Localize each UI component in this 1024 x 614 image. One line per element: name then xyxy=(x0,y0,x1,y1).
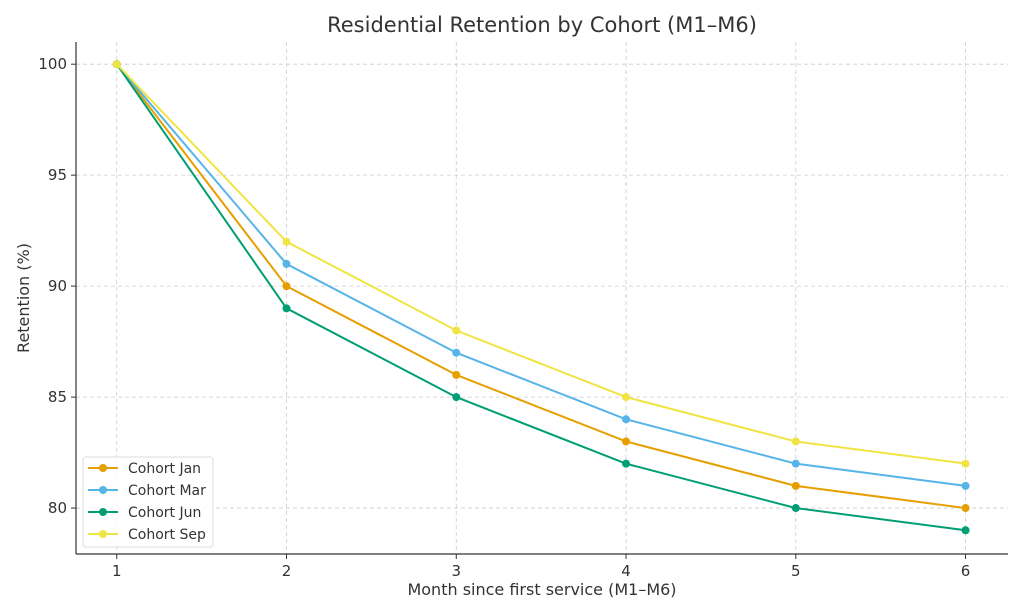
series-line xyxy=(115,63,966,487)
series-line xyxy=(115,63,966,532)
data-point xyxy=(452,326,461,335)
y-tick-label: 100 xyxy=(38,55,67,73)
series-line xyxy=(115,63,966,510)
axes: 1 2 3 4 5 6 80 85 90 95 100 xyxy=(38,42,1008,580)
data-point xyxy=(452,370,461,379)
data-point xyxy=(791,437,800,446)
data-point xyxy=(622,459,631,468)
data-point xyxy=(622,415,631,424)
legend-label: Cohort Mar xyxy=(128,483,206,499)
legend-label: Cohort Sep xyxy=(128,527,206,543)
series-cohort-jun xyxy=(112,60,970,535)
x-axis-label: Month since first service (M1–M6) xyxy=(407,580,676,599)
data-point xyxy=(791,481,800,490)
data-point xyxy=(622,437,631,446)
data-point xyxy=(791,504,800,513)
legend-box xyxy=(82,456,214,548)
series-line xyxy=(116,63,966,465)
data-point xyxy=(791,459,800,468)
x-tick-label: 5 xyxy=(791,562,801,580)
y-tick-label: 90 xyxy=(48,277,67,295)
y-tick-label: 80 xyxy=(48,499,67,517)
data-point xyxy=(282,304,291,313)
legend-marker xyxy=(99,486,107,494)
data-point xyxy=(961,526,970,535)
legend-marker xyxy=(99,464,107,472)
data-point xyxy=(622,393,631,402)
data-point xyxy=(282,282,291,291)
chart-title: Residential Retention by Cohort (M1–M6) xyxy=(327,13,757,37)
data-point xyxy=(961,481,970,490)
legend-marker xyxy=(99,508,107,516)
data-point xyxy=(282,237,291,246)
series-cohort-jan xyxy=(112,60,970,513)
legend: Cohort Jan Cohort Mar Cohort Jun Cohort Sep xyxy=(82,456,214,548)
legend-label: Cohort Jun xyxy=(128,505,201,521)
grid xyxy=(76,42,1008,554)
data-point xyxy=(282,259,291,268)
x-tick-label: 3 xyxy=(451,562,461,580)
data-point xyxy=(961,504,970,513)
series-cohort-sep xyxy=(112,60,970,468)
x-tick-label: 4 xyxy=(621,562,631,580)
data-point xyxy=(452,348,461,357)
x-tick-label: 1 xyxy=(112,562,122,580)
data-point xyxy=(452,393,461,402)
y-tick-label: 95 xyxy=(48,166,67,184)
legend-label: Cohort Jan xyxy=(128,461,201,477)
data-point xyxy=(112,60,121,69)
series-lines xyxy=(112,60,970,535)
y-tick-label: 85 xyxy=(48,388,67,406)
x-tick-label: 2 xyxy=(282,562,292,580)
x-tick-label: 6 xyxy=(961,562,971,580)
data-point xyxy=(961,459,970,468)
legend-marker xyxy=(99,530,107,538)
series-cohort-mar xyxy=(112,60,970,490)
y-axis-label: Retention (%) xyxy=(14,243,33,353)
